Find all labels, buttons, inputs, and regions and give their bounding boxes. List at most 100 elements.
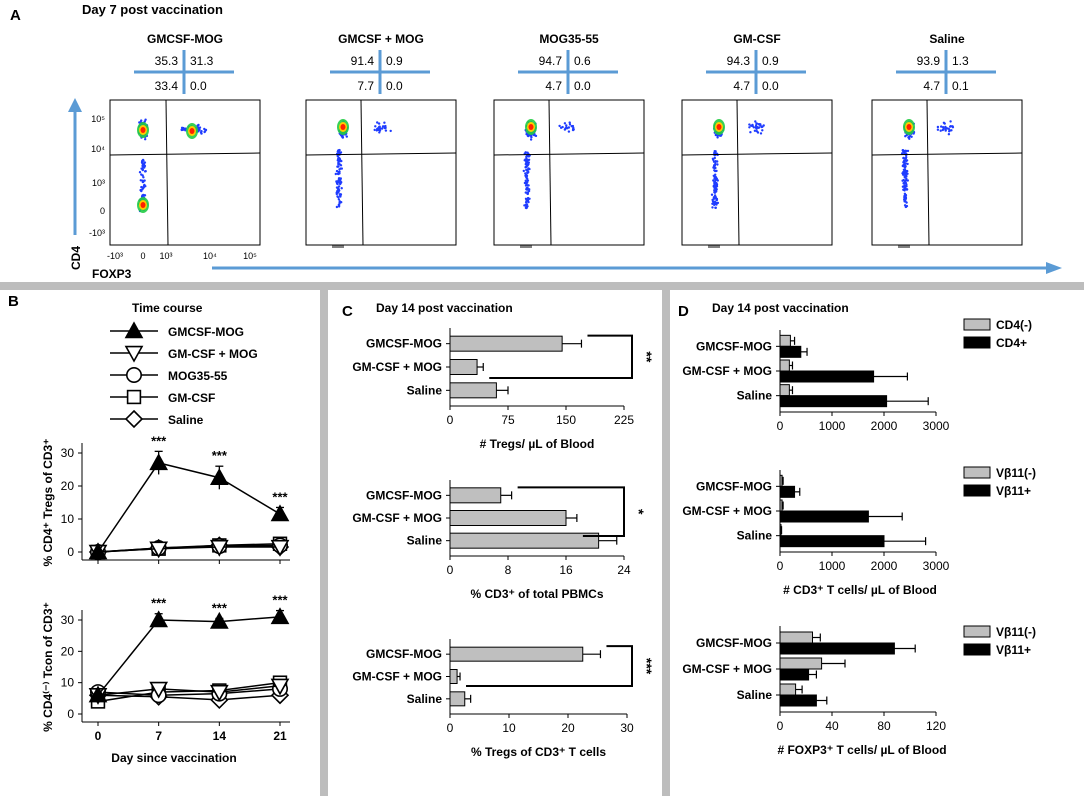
y-tick-label: 30	[61, 613, 75, 627]
flow-event-dot	[949, 120, 952, 123]
flow-event-dot	[904, 180, 907, 184]
panel-a-letter: A	[10, 7, 21, 24]
flow-event-dot	[754, 125, 758, 129]
marker-circle	[126, 366, 143, 383]
gate-horizontal	[305, 152, 457, 156]
x-tick-label: 225	[614, 413, 634, 427]
flow-event-dot	[525, 181, 528, 184]
flow-event-dot	[141, 168, 144, 172]
marker-triangle	[88, 685, 108, 703]
flow-event-dot	[141, 188, 144, 191]
flow-event-dot	[901, 172, 904, 175]
flow-event-dot	[138, 171, 142, 174]
panel-a-flow-plots: GMCSF-MOG 35.3 31.3 33.4 0.0 10⁵ 10⁴ 10³ 0 -10³ -1…	[89, 32, 1023, 261]
x-tick-label: 0	[777, 559, 784, 573]
flow-event-dot	[904, 187, 907, 190]
flow-event-dot	[383, 126, 386, 130]
flow-event-dot	[903, 184, 906, 187]
category-label: Saline	[737, 688, 773, 702]
flow-event-dot	[337, 185, 341, 188]
density-red	[140, 202, 146, 208]
x-tick-label: 1000	[819, 419, 846, 433]
gate-vertical	[736, 99, 740, 246]
flow-event-dot	[755, 122, 758, 125]
bar	[779, 499, 783, 512]
density-red	[189, 128, 195, 134]
flow-event-dot	[142, 180, 145, 183]
bar	[449, 532, 600, 549]
flow-event-dot	[336, 172, 339, 175]
legend-label: Vβ11(-)	[996, 466, 1036, 480]
flow-event-dot	[904, 149, 907, 152]
flow-event-dot	[947, 133, 951, 136]
marker-triangle	[209, 468, 229, 485]
gate-vertical	[165, 99, 169, 246]
flow-event-dot	[571, 124, 575, 128]
quadrant-lr: 0.0	[190, 79, 207, 93]
flow-event-dot	[336, 155, 339, 158]
flow-event-dot	[904, 165, 907, 168]
flow-event-dot	[140, 173, 143, 176]
flow-event-dot	[382, 125, 385, 128]
flow-event-dot	[713, 182, 716, 185]
flow-event-dot	[203, 127, 206, 131]
flow-event-dot	[197, 127, 200, 130]
separator-vertical-1	[320, 290, 328, 796]
flow-event-dot	[340, 187, 343, 190]
flow-event-dot	[715, 203, 718, 206]
x-tick-label: 0	[777, 419, 784, 433]
x-tick-label: 7	[155, 729, 162, 743]
flow-event-dot	[527, 200, 530, 204]
legend-label: GM-CSF	[168, 391, 215, 405]
gate-horizontal	[681, 152, 833, 156]
significance-label: ***	[272, 489, 288, 504]
flow-event-dot	[906, 169, 909, 173]
flow-event-dot	[909, 134, 912, 138]
flow-event-dot	[141, 164, 144, 167]
flow-event-dot	[904, 162, 908, 165]
foxp3-arrow-head-icon	[1046, 262, 1062, 274]
flow-event-dot	[522, 169, 525, 173]
flow-event-dot	[142, 184, 146, 187]
flow-event-dot	[904, 205, 908, 209]
flow-event-dot	[345, 135, 348, 138]
flow-event-dot	[749, 131, 752, 134]
x-axis-label: # FOXP3⁺ T cells/ µL of Blood	[777, 743, 946, 757]
flow-event-dot	[903, 159, 906, 162]
category-label: GMCSF-MOG	[696, 479, 772, 493]
legend-swatch	[963, 643, 991, 656]
flow-event-dot	[526, 196, 530, 200]
quadrant-ll: 4.7	[733, 79, 750, 93]
quadrant-ur: 0.9	[762, 54, 779, 68]
bar	[779, 334, 791, 347]
flow-event-dot	[715, 197, 719, 201]
x-tick-label: 30	[620, 721, 634, 735]
flow-event-dot	[563, 128, 567, 131]
flow-plot-dots	[710, 119, 765, 209]
flow-event-dot	[389, 129, 392, 133]
flow-event-dot	[337, 177, 341, 180]
flow-event-dot	[336, 181, 339, 184]
flow-x-tick: 0	[140, 251, 145, 261]
chart-d1: GMCSF-MOG GM-CSF + MOG Saline 0 1000 2000 3000…	[682, 318, 1032, 433]
legend-label: Vβ11+	[996, 643, 1031, 657]
flow-event-dot	[716, 201, 720, 205]
y-axis-label: % CD4⁺ Tregs of CD3⁺	[41, 438, 55, 566]
flow-event-dot	[338, 148, 341, 152]
legend-swatch	[963, 466, 991, 479]
flow-event-dot	[567, 130, 571, 133]
x-tick-label: 0	[777, 719, 784, 733]
flow-event-dot	[525, 155, 528, 159]
y-tick-label: 30	[61, 446, 75, 460]
gate-horizontal	[493, 152, 645, 156]
significance-label: ***	[212, 448, 228, 463]
flow-event-dot	[526, 171, 529, 175]
flow-event-dot	[713, 203, 716, 207]
legend-swatch	[963, 484, 991, 497]
flow-event-dot	[713, 196, 716, 200]
flow-event-dot	[713, 152, 716, 155]
flow-event-dot	[384, 124, 387, 128]
flow-event-dot	[751, 123, 754, 127]
legend-label: Vβ11+	[996, 484, 1031, 498]
flow-event-dot	[568, 121, 571, 124]
